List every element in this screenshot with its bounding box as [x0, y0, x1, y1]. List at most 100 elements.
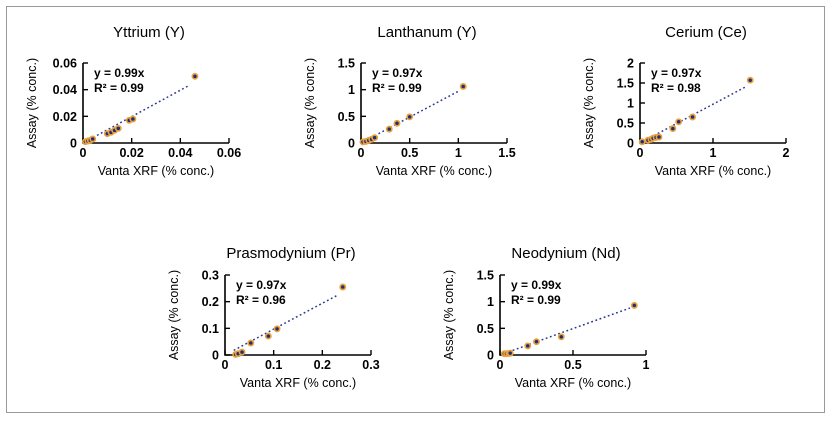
x-axis-label: Vanta XRF (% conc.): [239, 376, 357, 390]
data-point: [114, 124, 122, 132]
data-point: [89, 135, 97, 143]
x-axis-label: Vanta XRF (% conc.): [654, 164, 772, 178]
y-tick-label: 0: [70, 137, 77, 151]
data-point: [129, 115, 137, 123]
y-tick-label: 0: [627, 137, 634, 151]
data-point: [630, 301, 638, 309]
r-squared-text: R² = 0.99: [511, 293, 561, 307]
data-point: [371, 134, 379, 142]
chart-title: Prasmodynium (Pr): [226, 245, 356, 262]
plot-svg: 0 0.5 1 1.5 0 0.5 1 1.5: [338, 57, 516, 161]
regression-annotation: y = 0.97x R² = 0.96: [236, 278, 286, 308]
plot-svg: 0 0.1 0.2 0.3 0 0.1 0.2 0.3: [202, 269, 380, 373]
trend-line: [504, 307, 631, 355]
x-tick-label: 0.3: [362, 358, 379, 372]
r-squared-text: R² = 0.96: [236, 293, 286, 307]
y-tick-label: 1.5: [338, 57, 355, 71]
plot-svg: 0 0.5 1 0 0.5 1 1.5: [477, 269, 650, 373]
x-tick-label: 2: [783, 146, 790, 160]
data-point: [557, 333, 565, 341]
trend-line: [233, 294, 339, 352]
y-axis-label: Assay (% conc.): [303, 57, 317, 149]
y-tick-label: 2: [627, 57, 634, 71]
y-axis-label: Assay (% conc.): [442, 269, 456, 361]
regression-annotation: y = 0.97x R² = 0.99: [372, 66, 422, 96]
x-tick-label: 0: [222, 358, 229, 372]
chart-cerium: 0 1 2 0 0.5 1 1.5 2 Cerium (Ce) Assay (% conc.)…: [575, 19, 835, 211]
x-tick-label: 1: [643, 358, 650, 372]
y-tick-label: 0.02: [53, 110, 77, 124]
data-point: [191, 72, 199, 80]
x-tick-label: 0.2: [314, 358, 331, 372]
x-tick-label: 0.5: [401, 146, 418, 160]
data-point: [675, 118, 683, 126]
data-point: [393, 119, 401, 127]
data-point: [524, 342, 532, 350]
chart-lanthanum: 0 0.5 1 1.5 0 0.5 1 1.5 Lanthanum (Y) Assay (% …: [296, 19, 558, 211]
chart-title: Cerium (Ce): [665, 24, 747, 41]
chart-prasmodynium: 0 0.1 0.2 0.3 0 0.1 0.2 0.3 Prasmodynium (Pr) A…: [160, 231, 422, 423]
regression-annotation: y = 0.97x R² = 0.98: [651, 66, 701, 96]
y-tick-label: 0.3: [202, 269, 219, 283]
y-tick-label: 0.2: [202, 295, 219, 309]
x-tick-label: 0.5: [564, 358, 581, 372]
equation-text: y = 0.97x: [236, 278, 287, 292]
y-tick-label: 0.5: [477, 322, 494, 336]
y-axis-label: Assay (% conc.): [25, 57, 39, 149]
data-point: [339, 283, 347, 291]
data-point: [406, 113, 414, 121]
data-point: [264, 332, 272, 340]
y-tick-label: 0.1: [202, 322, 219, 336]
chart-title: Neodynium (Nd): [511, 245, 621, 262]
chart-yttrium: 0 0.02 0.04 0.06 0 0.02 0.04 0.06 Yttrium (Y) A…: [18, 19, 280, 211]
y-tick-label: 1: [348, 83, 355, 97]
x-axis-label: Vanta XRF (% conc.): [97, 164, 215, 178]
data-point: [238, 348, 246, 356]
data-point: [273, 325, 281, 333]
x-axis-label: Vanta XRF (% conc.): [375, 164, 493, 178]
chart-title: Yttrium (Y): [113, 24, 185, 41]
x-tick-label: 0: [80, 146, 87, 160]
data-point: [689, 113, 697, 121]
y-tick-label: 0.06: [53, 57, 77, 71]
equation-text: y = 0.99x: [94, 66, 145, 80]
plot-svg: 0 1 2 0 0.5 1 1.5 2: [617, 57, 790, 161]
x-tick-label: 0.1: [265, 358, 282, 372]
equation-text: y = 0.97x: [372, 66, 423, 80]
equation-text: y = 0.97x: [651, 66, 702, 80]
chart-neodynium: 0 0.5 1 0 0.5 1 1.5 Neodynium (Nd) Assay (% co…: [435, 231, 697, 423]
r-squared-text: R² = 0.98: [651, 81, 701, 95]
data-point: [385, 125, 393, 133]
y-tick-label: 0: [487, 349, 494, 363]
r-squared-text: R² = 0.99: [372, 81, 422, 95]
x-tick-label: 1.5: [498, 146, 515, 160]
x-tick-label: 0: [637, 146, 644, 160]
y-tick-label: 0.5: [617, 117, 634, 131]
y-tick-label: 1: [627, 97, 634, 111]
regression-annotation: y = 0.99x R² = 0.99: [94, 66, 144, 96]
y-tick-label: 0.04: [53, 83, 77, 97]
data-point: [638, 138, 646, 146]
x-tick-label: 0.04: [168, 146, 192, 160]
data-point: [533, 338, 540, 346]
x-tick-label: 0: [358, 146, 365, 160]
y-tick-label: 1.5: [477, 269, 494, 283]
y-axis-label: Assay (% conc.): [167, 269, 181, 361]
x-tick-label: 0: [497, 358, 504, 372]
r-squared-text: R² = 0.99: [94, 81, 144, 95]
trend-line: [85, 84, 190, 143]
y-tick-label: 1: [487, 295, 494, 309]
x-axis-label: Vanta XRF (% conc.): [514, 376, 632, 390]
x-tick-label: 0.06: [217, 146, 241, 160]
y-tick-label: 0: [212, 349, 219, 363]
x-tick-label: 1: [710, 146, 717, 160]
figure-border: [6, 6, 825, 413]
plot-svg: 0 0.02 0.04 0.06 0 0.02 0.04 0.06: [53, 57, 242, 161]
regression-annotation: y = 0.99x R² = 0.99: [511, 278, 561, 308]
data-point: [247, 339, 255, 347]
y-axis-label: Assay (% conc.): [582, 57, 596, 149]
y-tick-label: 1.5: [617, 77, 634, 91]
data-point: [506, 349, 514, 357]
y-tick-label: 0: [348, 137, 355, 151]
data-point: [459, 83, 467, 90]
